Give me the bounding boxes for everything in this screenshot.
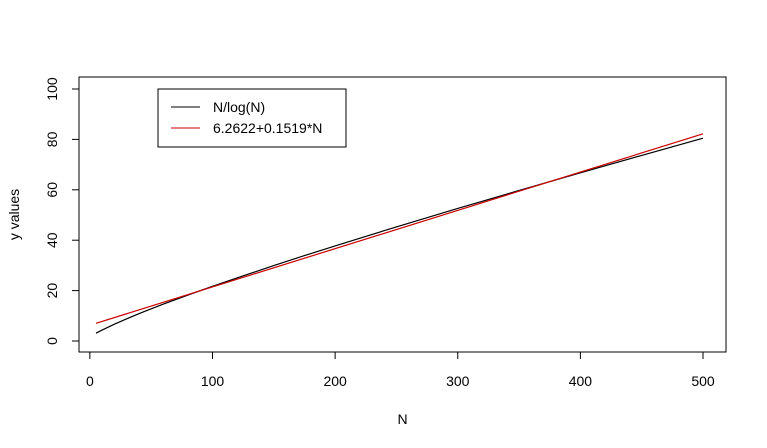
x-tick-label: 0 [86,373,94,389]
y-axis-label: y values [6,189,22,240]
x-tick-label: 200 [323,373,347,389]
x-axis-label: N [397,411,407,427]
x-tick-label: 100 [201,373,225,389]
y-tick-label: 0 [44,337,60,345]
series-line-1 [95,133,704,324]
y-tick-label: 20 [44,283,60,299]
y-tick-label: 100 [44,77,60,101]
y-tick-label: 80 [44,131,60,147]
y-tick-label: 40 [44,232,60,248]
series-layer [95,133,704,334]
axes: 0 100 200 300 400 500 0 20 40 60 80 100 [44,77,715,389]
legend-label-series-0: N/log(N) [213,99,265,115]
x-tick-label: 500 [691,373,715,389]
series-line-0 [95,137,704,334]
y-tick-label: 60 [44,182,60,198]
plot-border [78,76,727,353]
legend-box [157,88,347,148]
x-tick-label: 300 [446,373,470,389]
x-tick-label: 400 [569,373,593,389]
legend-label-series-1: 6.2622+0.1519*N [213,120,322,136]
legend: N/log(N) 6.2622+0.1519*N [157,88,347,148]
